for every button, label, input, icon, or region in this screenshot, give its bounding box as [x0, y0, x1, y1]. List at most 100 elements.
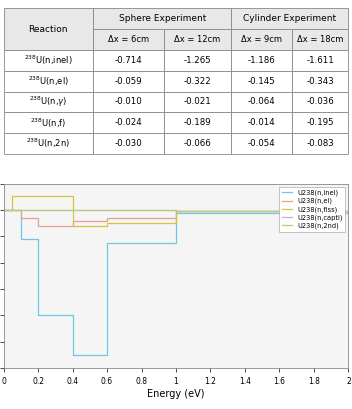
U238(n,fiss): [36, 193, 40, 198]
U238(n,fiss): [70, 223, 75, 228]
Bar: [164, 29, 231, 50]
U238(n,2nd): [1, 208, 6, 213]
Bar: [291, 29, 348, 50]
Line: U238(n,inel): U238(n,inel): [4, 210, 348, 355]
Bar: [231, 92, 291, 112]
Bar: [231, 8, 348, 29]
Bar: [164, 92, 231, 112]
Text: -1.186: -1.186: [247, 56, 275, 65]
Bar: [291, 133, 348, 154]
Text: Δx = 12cm: Δx = 12cm: [175, 35, 221, 44]
Text: Sphere Experiment: Sphere Experiment: [119, 14, 206, 23]
Bar: [231, 71, 291, 92]
Text: -0.014: -0.014: [247, 118, 275, 127]
Text: Cylinder Experiment: Cylinder Experiment: [243, 14, 337, 23]
Bar: [4, 133, 93, 154]
Text: -0.036: -0.036: [306, 97, 334, 106]
Bar: [93, 133, 164, 154]
U238(n,el): [1, 208, 6, 213]
Text: -0.010: -0.010: [115, 97, 143, 106]
Bar: [93, 71, 164, 92]
U238(n,2nd): [174, 209, 178, 213]
Bar: [4, 8, 93, 50]
Bar: [291, 92, 348, 112]
Text: -0.054: -0.054: [247, 139, 275, 148]
Bar: [231, 29, 291, 50]
U238(n,2nd): [174, 208, 178, 213]
U238(n,inel): [36, 237, 40, 242]
Bar: [93, 92, 164, 112]
U238(n,fiss): [70, 193, 75, 198]
Text: -0.064: -0.064: [247, 97, 275, 106]
U238(n,el): [105, 218, 109, 223]
Text: $^{238}$U(n,2n): $^{238}$U(n,2n): [26, 137, 70, 151]
Bar: [164, 133, 231, 154]
Text: -0.714: -0.714: [115, 56, 143, 65]
Text: -0.066: -0.066: [184, 139, 212, 148]
Text: -1.611: -1.611: [306, 56, 334, 65]
U238(n,capti): [174, 209, 178, 214]
Text: -1.265: -1.265: [184, 56, 212, 65]
Bar: [93, 29, 164, 50]
U238(n,inel): [346, 210, 351, 215]
Bar: [291, 71, 348, 92]
Bar: [93, 112, 164, 133]
Text: Δx = 6cm: Δx = 6cm: [108, 35, 149, 44]
Text: Reaction: Reaction: [29, 25, 68, 34]
Text: -0.030: -0.030: [115, 139, 143, 148]
Bar: [4, 50, 93, 71]
U238(n,fiss): [10, 193, 14, 198]
Line: U238(n,el): U238(n,el): [4, 210, 348, 226]
U238(n,el): [19, 216, 23, 220]
U238(n,fiss): [1, 208, 6, 213]
U238(n,inel): [70, 353, 75, 357]
Text: -0.343: -0.343: [306, 76, 334, 85]
Legend: U238(n,inel), U238(n,el), U238(n,fiss), U238(n,capti), U238(n,2nd): U238(n,inel), U238(n,el), U238(n,fiss), …: [279, 187, 345, 231]
U238(n,inel): [19, 237, 23, 242]
U238(n,capti): [1, 208, 6, 213]
U238(n,inel): [105, 240, 109, 245]
Text: -0.195: -0.195: [306, 118, 334, 127]
U238(n,inel): [174, 210, 178, 215]
X-axis label: Energy (eV): Energy (eV): [147, 389, 205, 399]
U238(n,fiss): [36, 193, 40, 198]
Bar: [164, 112, 231, 133]
U238(n,el): [36, 223, 40, 228]
Text: Δx = 9cm: Δx = 9cm: [241, 35, 282, 44]
Text: -0.322: -0.322: [184, 76, 212, 85]
U238(n,inel): [36, 313, 40, 318]
U238(n,el): [174, 216, 178, 220]
U238(n,inel): [19, 208, 23, 213]
Line: U238(n,capti): U238(n,capti): [4, 210, 348, 211]
U238(n,fiss): [105, 223, 109, 228]
U238(n,el): [19, 208, 23, 213]
U238(n,inel): [174, 240, 178, 245]
U238(n,fiss): [174, 221, 178, 226]
Bar: [164, 71, 231, 92]
Bar: [231, 50, 291, 71]
U238(n,el): [70, 223, 75, 228]
Bar: [231, 133, 291, 154]
Bar: [291, 112, 348, 133]
Text: -0.083: -0.083: [306, 139, 334, 148]
Line: U238(n,2nd): U238(n,2nd): [4, 210, 348, 211]
Bar: [93, 50, 164, 71]
U238(n,el): [70, 218, 75, 223]
U238(n,el): [346, 209, 351, 214]
U238(n,inel): [70, 313, 75, 318]
Text: Δx = 18cm: Δx = 18cm: [297, 35, 343, 44]
Bar: [93, 8, 231, 29]
U238(n,el): [105, 216, 109, 220]
U238(n,el): [36, 216, 40, 220]
U238(n,inel): [105, 353, 109, 357]
U238(n,capti): [346, 209, 351, 214]
U238(n,inel): [1, 208, 6, 213]
Bar: [4, 112, 93, 133]
U238(n,fiss): [10, 208, 14, 213]
Text: -0.021: -0.021: [184, 97, 212, 106]
Bar: [4, 92, 93, 112]
Text: -0.024: -0.024: [115, 118, 143, 127]
U238(n,fiss): [346, 209, 351, 214]
Text: -0.145: -0.145: [247, 76, 275, 85]
Text: $^{238}$U(n,f): $^{238}$U(n,f): [30, 116, 67, 130]
